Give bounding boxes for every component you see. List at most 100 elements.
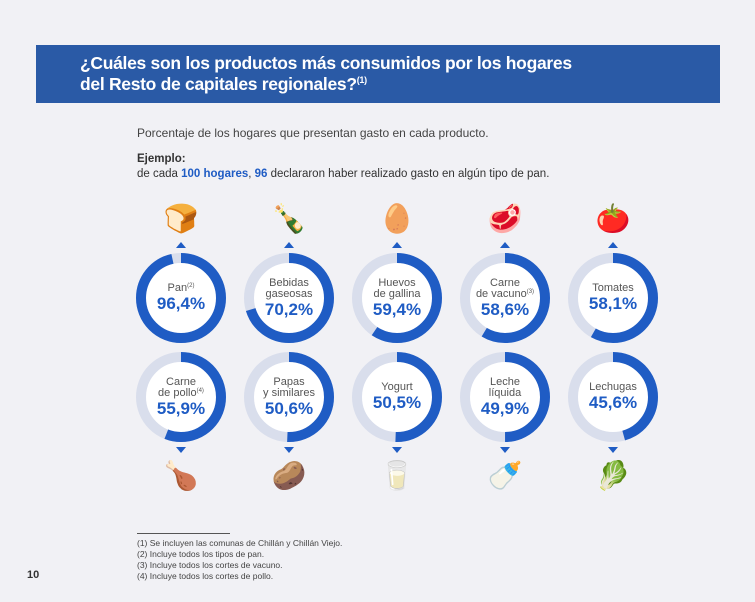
- donut-ring: [244, 253, 334, 343]
- donut-center: Huevos de gallina 59,4%: [362, 263, 432, 333]
- product-label: Yogurt: [362, 382, 432, 393]
- soda-bottle-icon: 🍾: [271, 203, 307, 234]
- label-line1: Carne: [490, 276, 520, 289]
- product-label-2: líquida: [470, 387, 540, 399]
- beef-icon: 🥩: [487, 203, 523, 234]
- product-percentage: 59,4%: [372, 299, 422, 319]
- footnote-ref: (3): [526, 288, 535, 295]
- product-label: Lechugas: [578, 382, 648, 393]
- product-label-2: gaseosas: [254, 287, 324, 300]
- product-label: Tomates: [578, 283, 648, 294]
- footnote: (4) Incluye todos los cortes de pollo.: [137, 571, 274, 581]
- eggs-icon: 🥚: [379, 203, 415, 234]
- product-percentage: 55,9%: [156, 398, 206, 418]
- label-line1: Huevos: [378, 276, 416, 289]
- label-line1: Carne: [166, 375, 196, 388]
- footnote-ref: (2): [187, 283, 195, 289]
- product-percentage: 58,6%: [480, 299, 530, 319]
- product-label: Carne: [146, 375, 216, 388]
- title-line-1: ¿Cuáles son los productos más consumidos…: [80, 53, 572, 73]
- product-percentage: 96,4%: [156, 294, 206, 313]
- donut-center: Pan(2) 96,4%: [146, 263, 216, 333]
- product-label-2: de gallina: [362, 287, 432, 300]
- pointer-arrow-icon: [284, 242, 294, 248]
- pointer-arrow-icon: [500, 242, 510, 248]
- page-number: 10: [27, 569, 40, 581]
- donut-fill: [460, 352, 550, 442]
- donut-ring: [460, 253, 550, 343]
- product-donut: Lechugas 45,6%: [563, 347, 663, 447]
- product-percentage: 50,5%: [372, 393, 422, 412]
- label-line1: Tomates: [592, 282, 634, 294]
- product-donut: Papas y similares 50,6%: [239, 347, 339, 447]
- label-line2: de vacuno: [475, 287, 527, 300]
- product-label: Pan(2): [146, 283, 216, 294]
- donut-fill: [352, 352, 442, 442]
- product-label: Leche: [470, 375, 540, 388]
- footnote-ref: (4): [196, 387, 204, 394]
- donut-ring: [244, 352, 334, 442]
- donut-fill: [568, 352, 658, 442]
- footnote: (3) Incluye todos los cortes de vacuno.: [137, 560, 283, 570]
- example-comma: ,: [248, 168, 255, 180]
- product-donut: Pan(2) 96,4%: [131, 248, 231, 348]
- subtitle: Porcentaje de los hogares que presentan …: [137, 126, 489, 140]
- donut-center: Papas y similares 50,6%: [254, 362, 324, 432]
- product-donut: Huevos de gallina 59,4%: [347, 248, 447, 348]
- pointer-arrow-icon: [392, 447, 402, 453]
- donut-center: Bebidas gaseosas 70,2%: [254, 263, 324, 333]
- example-text: de cada: [137, 168, 182, 180]
- donut-ring: [352, 352, 442, 442]
- label-line2: gaseosas: [265, 287, 313, 300]
- product-label-2: de vacuno(3): [470, 287, 540, 300]
- donut-center: Tomates 58,1%: [578, 263, 648, 333]
- pointer-arrow-icon: [176, 447, 186, 453]
- example-hogares: 100 hogares: [181, 168, 249, 180]
- footnotes: (1) Se incluyen las comunas de Chillán y…: [137, 538, 342, 582]
- donut-fill: [460, 253, 550, 343]
- product-percentage: 50,6%: [264, 398, 314, 418]
- page-title: ¿Cuáles son los productos más consumidos…: [80, 53, 572, 95]
- label-line1: Bebidas: [269, 276, 309, 289]
- donut-ring: [136, 352, 226, 442]
- milk-bottle-icon: 🍼: [487, 460, 523, 491]
- label-line2: de gallina: [373, 287, 421, 300]
- label-line1: Leche: [490, 375, 520, 388]
- donut-fill: [136, 253, 226, 343]
- product-donut: Yogurt 50,5%: [347, 347, 447, 447]
- product-percentage: 49,9%: [480, 398, 530, 418]
- product-label: Huevos: [362, 276, 432, 289]
- title-line-2: del Resto de capitales regionales?: [80, 74, 357, 94]
- pointer-arrow-icon: [392, 242, 402, 248]
- label-line2: de pollo: [158, 386, 197, 399]
- product-donut: Tomates 58,1%: [563, 248, 663, 348]
- product-label-2: de pollo(4): [146, 386, 216, 399]
- bread-icon: 🍞: [163, 203, 199, 234]
- label-line1: Pan: [167, 282, 188, 294]
- donut-ring: [136, 253, 226, 343]
- product-label-2: y similares: [254, 387, 324, 399]
- example-count: 96: [254, 168, 268, 180]
- product-percentage: 58,1%: [588, 294, 638, 313]
- donut-ring: [352, 253, 442, 343]
- example-text-end: declararon haber realizado gasto en algú…: [267, 168, 550, 180]
- tomato-icon: 🍅: [595, 203, 631, 234]
- donut-fill: [244, 352, 334, 442]
- donut-center: Lechugas 45,6%: [578, 362, 648, 432]
- product-label: Papas: [254, 376, 324, 388]
- product-donut: Carne de pollo(4) 55,9%: [131, 347, 231, 447]
- product-donut: Bebidas gaseosas 70,2%: [239, 248, 339, 348]
- product-label: Bebidas: [254, 276, 324, 289]
- donut-center: Leche líquida 49,9%: [470, 362, 540, 432]
- donut-center: Yogurt 50,5%: [362, 362, 432, 432]
- donut-ring: [460, 352, 550, 442]
- product-percentage: 45,6%: [588, 393, 638, 412]
- title-band: ¿Cuáles son los productos más consumidos…: [36, 45, 720, 103]
- footnote: (2) Incluye todos los tipos de pan.: [137, 549, 265, 559]
- donut-ring: [568, 253, 658, 343]
- donut-ring: [568, 352, 658, 442]
- product-donut: Leche líquida 49,9%: [455, 347, 555, 447]
- pointer-arrow-icon: [176, 242, 186, 248]
- example: Ejemplo: de cada 100 hogares, 96 declara…: [137, 152, 549, 182]
- donut-fill: [244, 253, 334, 343]
